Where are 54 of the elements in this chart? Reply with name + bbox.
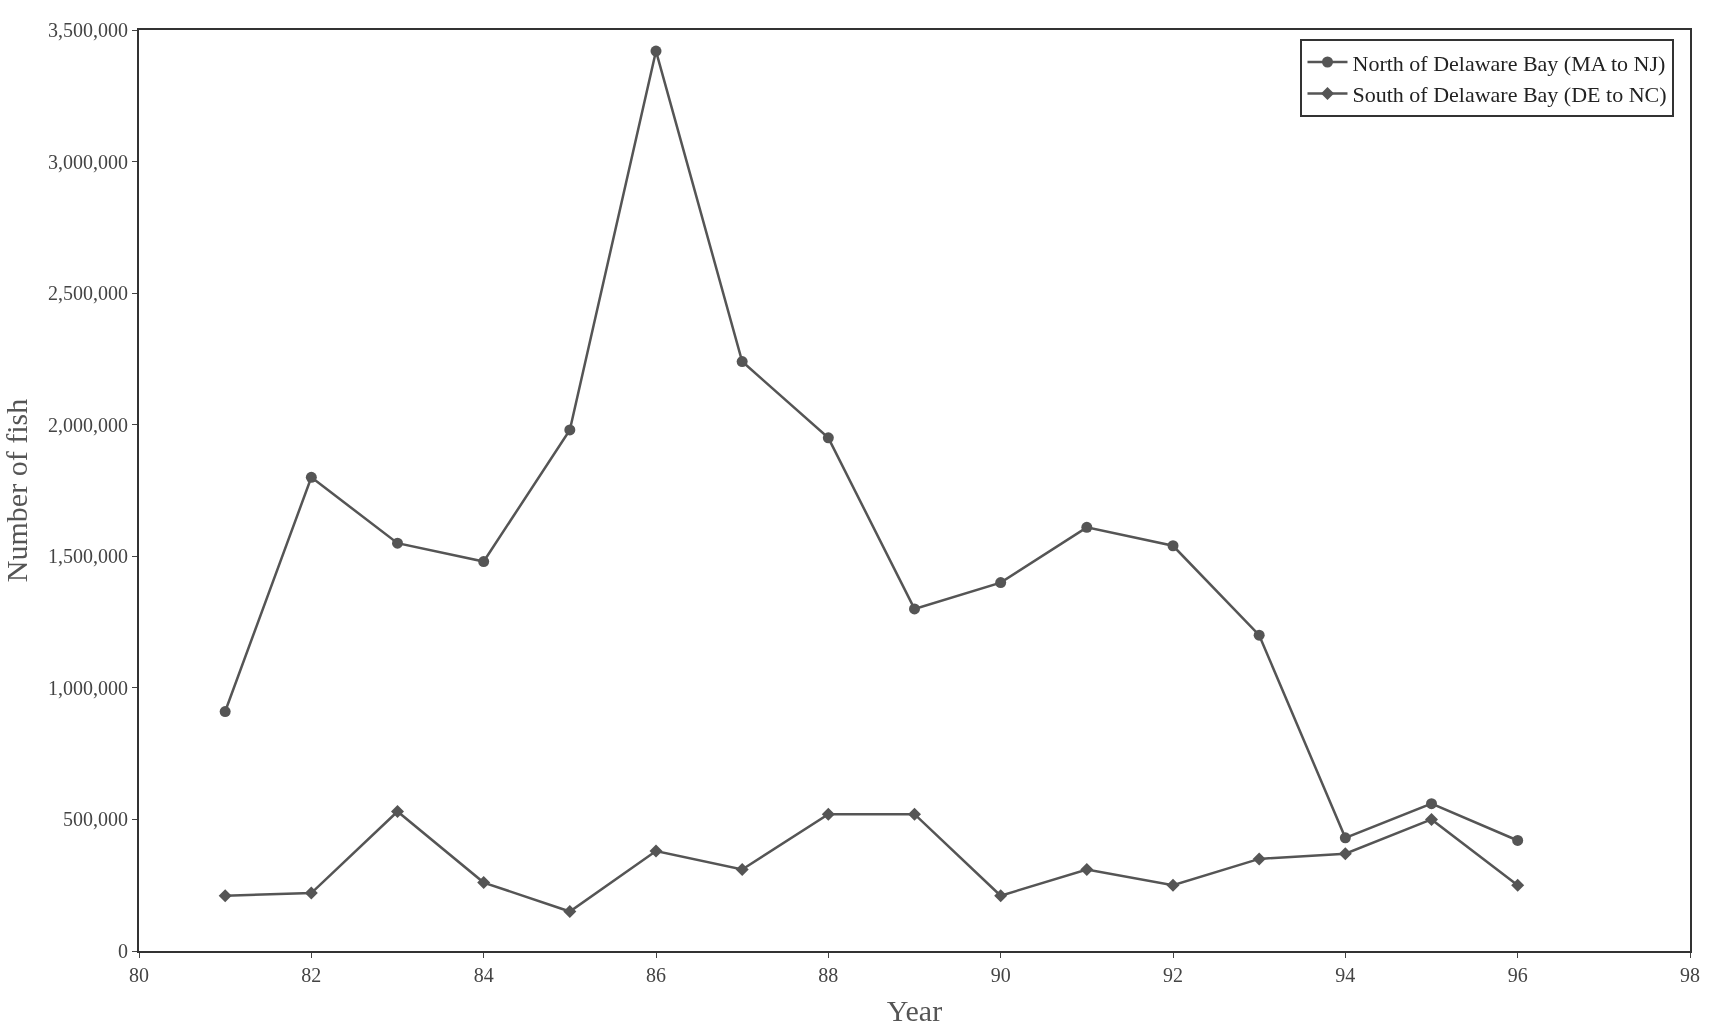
x-tick-label: 82 (301, 964, 322, 986)
x-axis-title: Year (886, 994, 943, 1027)
point (477, 876, 491, 890)
point (736, 356, 748, 368)
point (1338, 847, 1352, 861)
point (391, 805, 404, 819)
point (1080, 862, 1094, 876)
point (908, 807, 921, 821)
point (909, 603, 920, 615)
x-tick-label: 94 (1335, 964, 1356, 986)
point (1425, 812, 1438, 826)
point (1339, 832, 1351, 844)
y-tick-label: 0 (118, 940, 128, 962)
point (305, 471, 317, 483)
point (1511, 878, 1525, 892)
x-tick-label: 88 (818, 964, 839, 986)
y-tick-label: 3,000,000 (48, 150, 128, 173)
x-tick-label: 86 (646, 964, 666, 986)
point (1252, 852, 1266, 866)
y-tick-label: 2,000,000 (48, 413, 128, 436)
point (478, 556, 490, 568)
point (1166, 878, 1180, 892)
y-tick-label: 1,000,000 (48, 676, 128, 699)
y-tick-label: 3,500,000 (48, 19, 128, 41)
x-tick-label: 90 (990, 964, 1011, 986)
point (219, 706, 231, 718)
point (994, 889, 1008, 903)
point (563, 905, 577, 919)
x-tick-label: 98 (1680, 964, 1700, 986)
y-tick-label: 1,500,000 (48, 545, 128, 568)
point (1081, 521, 1093, 533)
point (995, 577, 1007, 589)
y-tick-label: 2,500,000 (48, 282, 128, 305)
point (1512, 834, 1524, 846)
y-axis-title: Number of fish (0, 398, 33, 583)
point (1426, 798, 1437, 810)
x-tick-label: 84 (473, 964, 494, 986)
point (735, 862, 749, 876)
point (650, 45, 662, 57)
point (1253, 629, 1265, 641)
legend-label: South of Delaware Bay (DE to NC) (1352, 82, 1667, 108)
point (1167, 540, 1179, 552)
y-tick-label: 500,000 (63, 808, 128, 831)
point (392, 537, 403, 549)
point (564, 424, 576, 436)
point (649, 844, 663, 858)
x-tick-label: 96 (1507, 964, 1528, 986)
point (218, 889, 232, 903)
x-tick-label: 80 (129, 964, 149, 986)
point (822, 432, 834, 444)
point (304, 886, 318, 900)
x-tick-label: 92 (1163, 964, 1183, 986)
point (821, 807, 835, 821)
legend-label: North of Delaware Bay (MA to NJ) (1352, 50, 1666, 76)
